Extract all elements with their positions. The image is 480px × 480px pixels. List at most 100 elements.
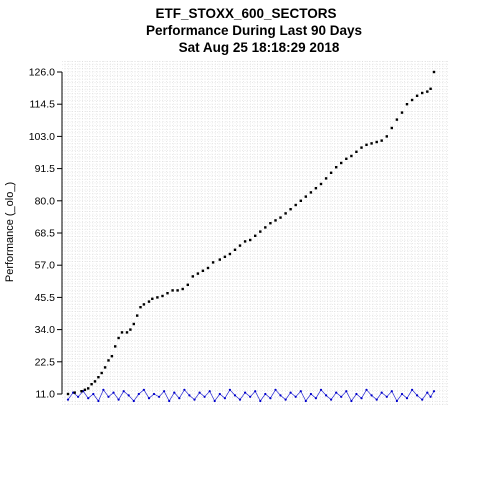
- data-point-primary: [375, 140, 378, 144]
- data-point-secondary: [380, 391, 383, 394]
- data-point-primary: [80, 390, 83, 393]
- data-point-secondary: [314, 397, 317, 400]
- data-point-primary: [350, 154, 353, 158]
- data-point-secondary: [330, 398, 333, 401]
- data-point-secondary: [147, 397, 151, 400]
- data-point-secondary: [173, 391, 176, 394]
- data-point-secondary: [142, 388, 145, 391]
- data-point-secondary: [254, 390, 257, 393]
- data-point-primary: [129, 328, 132, 331]
- data-point-primary: [254, 234, 257, 237]
- data-point-primary: [345, 157, 348, 160]
- data-point-primary: [279, 216, 282, 219]
- data-point-secondary: [400, 392, 404, 396]
- data-point-secondary: [294, 395, 297, 398]
- data-point-primary: [405, 103, 409, 106]
- data-point-primary: [103, 366, 107, 369]
- data-point-primary: [107, 359, 110, 362]
- data-point-primary: [385, 135, 388, 138]
- data-point-secondary: [158, 395, 161, 398]
- data-point-secondary: [102, 388, 105, 391]
- data-point-primary: [176, 289, 179, 292]
- data-point-secondary: [117, 398, 120, 401]
- data-point-primary: [324, 177, 328, 180]
- data-point-primary: [181, 287, 184, 291]
- data-point-primary: [259, 230, 262, 233]
- data-point-primary: [335, 166, 338, 169]
- data-point-primary: [365, 143, 368, 146]
- data-point-primary: [97, 376, 100, 379]
- data-point-secondary: [137, 392, 140, 396]
- data-point-primary: [238, 244, 242, 247]
- data-point-primary: [400, 111, 404, 114]
- data-point-secondary: [244, 391, 247, 394]
- data-point-secondary: [92, 392, 95, 396]
- data-point-secondary: [228, 388, 231, 391]
- y-tick-label: 22.5: [35, 356, 56, 368]
- data-point-secondary: [122, 390, 125, 393]
- data-point-secondary: [112, 391, 115, 394]
- data-point-secondary: [421, 398, 424, 401]
- data-point-primary: [309, 191, 313, 194]
- y-tick-label: 80.0: [35, 195, 56, 207]
- data-point-primary: [429, 87, 432, 90]
- data-point-primary: [66, 392, 70, 396]
- data-point-primary: [90, 383, 93, 386]
- data-point-secondary: [183, 388, 186, 391]
- data-point-primary: [125, 331, 129, 334]
- data-point-secondary: [405, 397, 409, 400]
- data-point-secondary: [198, 391, 201, 394]
- y-tick-label: 45.5: [35, 292, 56, 304]
- data-point-secondary: [97, 399, 100, 403]
- data-point-primary: [120, 331, 124, 334]
- data-point-primary: [186, 283, 189, 286]
- data-point-secondary: [325, 394, 328, 397]
- data-point-primary: [426, 90, 429, 93]
- data-point-secondary: [269, 397, 272, 400]
- data-point-primary: [355, 150, 358, 153]
- data-point-primary: [100, 371, 103, 375]
- data-point-primary: [147, 300, 151, 303]
- data-point-secondary: [264, 392, 267, 396]
- chart-title-line-3: Sat Aug 25 18:18:29 2018: [179, 40, 340, 55]
- data-point-secondary: [132, 399, 135, 403]
- data-point-secondary: [350, 399, 353, 403]
- data-point-primary: [73, 391, 76, 394]
- data-point-primary: [294, 203, 297, 207]
- data-point-secondary: [432, 390, 436, 393]
- data-point-secondary: [299, 390, 302, 393]
- y-tick-label: 34.0: [35, 324, 56, 336]
- chart-title-line-2: Performance During Last 90 Days: [146, 23, 362, 38]
- data-point-primary: [191, 275, 194, 278]
- data-point-primary: [380, 139, 383, 142]
- data-point-primary: [156, 296, 159, 299]
- data-point-secondary: [375, 398, 378, 401]
- data-series: [66, 70, 436, 403]
- data-point-primary: [233, 248, 237, 251]
- data-point-secondary: [203, 395, 206, 398]
- data-point-secondary: [77, 395, 80, 398]
- data-point-primary: [415, 94, 419, 97]
- y-tick-label: 11.0: [35, 389, 55, 401]
- y-tick-label: 91.5: [35, 163, 56, 175]
- data-point-secondary: [193, 398, 196, 401]
- data-point-primary: [166, 292, 169, 295]
- series-line-secondary: [67, 389, 435, 402]
- data-point-primary: [223, 255, 227, 258]
- data-point-primary: [370, 142, 373, 145]
- data-point-primary: [139, 306, 142, 309]
- data-point-primary: [264, 226, 267, 229]
- data-point-secondary: [213, 399, 216, 403]
- data-point-secondary: [365, 388, 368, 391]
- y-tick-label: 103.0: [29, 131, 55, 143]
- data-point-primary: [110, 355, 114, 358]
- data-point-secondary: [411, 388, 414, 391]
- data-point-secondary: [390, 390, 393, 393]
- data-point-secondary: [304, 399, 307, 403]
- data-point-primary: [360, 146, 363, 149]
- data-point-primary: [206, 266, 210, 270]
- data-point-primary: [249, 238, 252, 242]
- data-point-secondary: [168, 399, 171, 403]
- data-point-secondary: [370, 394, 373, 397]
- data-point-secondary: [249, 395, 252, 398]
